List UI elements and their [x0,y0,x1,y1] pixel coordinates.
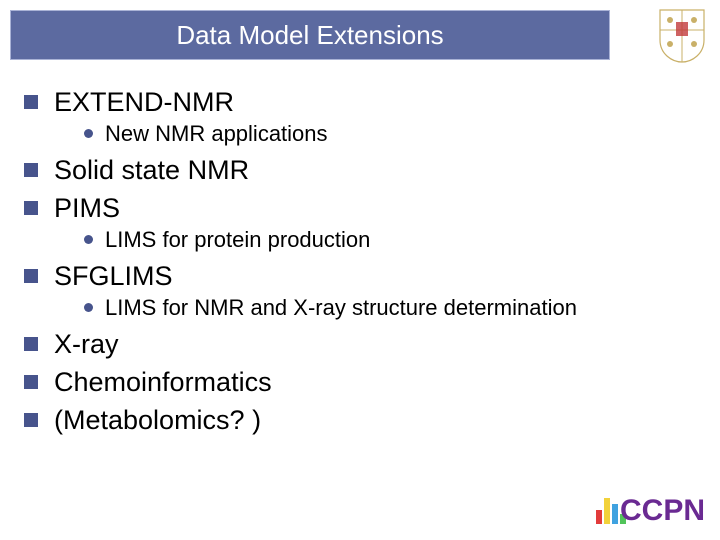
university-crest [658,8,706,64]
list-item: Solid state NMR [24,154,696,186]
list-item: PIMS [24,192,696,224]
ccpn-logo: CCPN [594,484,704,530]
square-bullet-icon [24,269,38,283]
list-item: (Metabolomics? ) [24,404,696,436]
square-bullet-icon [24,413,38,427]
list-item: X-ray [24,328,696,360]
square-bullet-icon [24,95,38,109]
list-subitem-text: New NMR applications [105,120,328,148]
list-subitem: New NMR applications [84,120,696,148]
square-bullet-icon [24,163,38,177]
list-item: EXTEND-NMR [24,86,696,118]
list-item-text: SFGLIMS [54,260,173,292]
square-bullet-icon [24,375,38,389]
title-bar: Data Model Extensions [10,10,610,60]
dot-bullet-icon [84,129,93,138]
slide-content: EXTEND-NMR New NMR applications Solid st… [24,80,696,438]
slide-title: Data Model Extensions [176,20,443,51]
list-subitem-text: LIMS for protein production [105,226,370,254]
list-item-text: PIMS [54,192,120,224]
square-bullet-icon [24,201,38,215]
dot-bullet-icon [84,235,93,244]
dot-bullet-icon [84,303,93,312]
list-item: SFGLIMS [24,260,696,292]
list-subitem-text: LIMS for NMR and X-ray structure determi… [105,294,577,322]
logo-text: CCPN [620,494,704,527]
list-item: Chemoinformatics [24,366,696,398]
list-item-text: Chemoinformatics [54,366,272,398]
list-subitem: LIMS for NMR and X-ray structure determi… [84,294,696,322]
list-item-text: X-ray [54,328,119,360]
square-bullet-icon [24,337,38,351]
list-item-text: Solid state NMR [54,154,249,186]
list-item-text: (Metabolomics? ) [54,404,261,436]
list-item-text: EXTEND-NMR [54,86,234,118]
list-subitem: LIMS for protein production [84,226,696,254]
